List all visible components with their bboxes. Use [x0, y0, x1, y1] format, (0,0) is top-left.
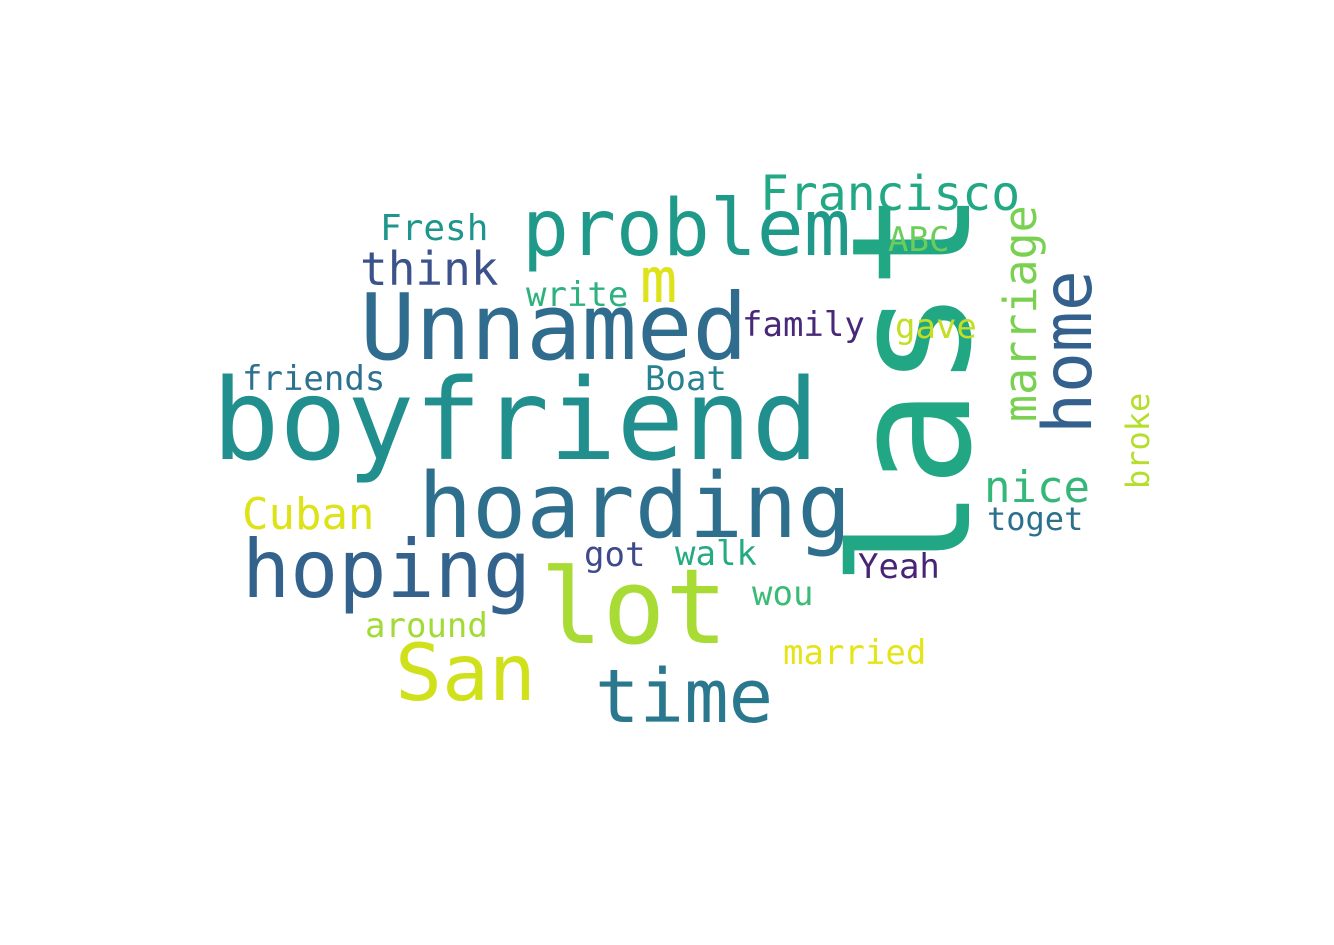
word-boat: Boat [645, 359, 727, 399]
word-san: San [395, 629, 536, 719]
word-hoarding: hoarding [418, 454, 852, 559]
word-nice: nice [984, 462, 1090, 513]
word-time: time [595, 654, 774, 740]
word-boyfriend: boyfriend [212, 356, 819, 486]
word-family: family [742, 305, 865, 345]
word-fresh: Fresh [380, 208, 489, 249]
word-yeah: Yeah [858, 547, 940, 587]
word-broke: broke [1119, 392, 1157, 489]
word-wou: wou [752, 574, 814, 614]
word-married: married [783, 633, 927, 673]
word-friends: friends [242, 359, 386, 399]
word-walk: walk [675, 534, 757, 574]
word-m: m [640, 244, 678, 317]
word-write: write [526, 275, 629, 315]
word-hoping: hoping [242, 523, 531, 616]
word-marriage: marriage [994, 205, 1047, 422]
word-lot: lot [540, 546, 728, 668]
word-cuban: Cuban [242, 489, 375, 540]
word-think: think [360, 242, 499, 296]
word-unnamed: Unnamed [360, 274, 748, 381]
word-gave: gave [895, 307, 977, 347]
word-abc: ABC [888, 220, 950, 260]
word-problem: problem [522, 184, 851, 274]
word-got: got [584, 535, 646, 575]
word-around: around [365, 606, 488, 646]
word-francisco: Francisco [760, 166, 1021, 222]
word-toget: toget [987, 500, 1084, 538]
